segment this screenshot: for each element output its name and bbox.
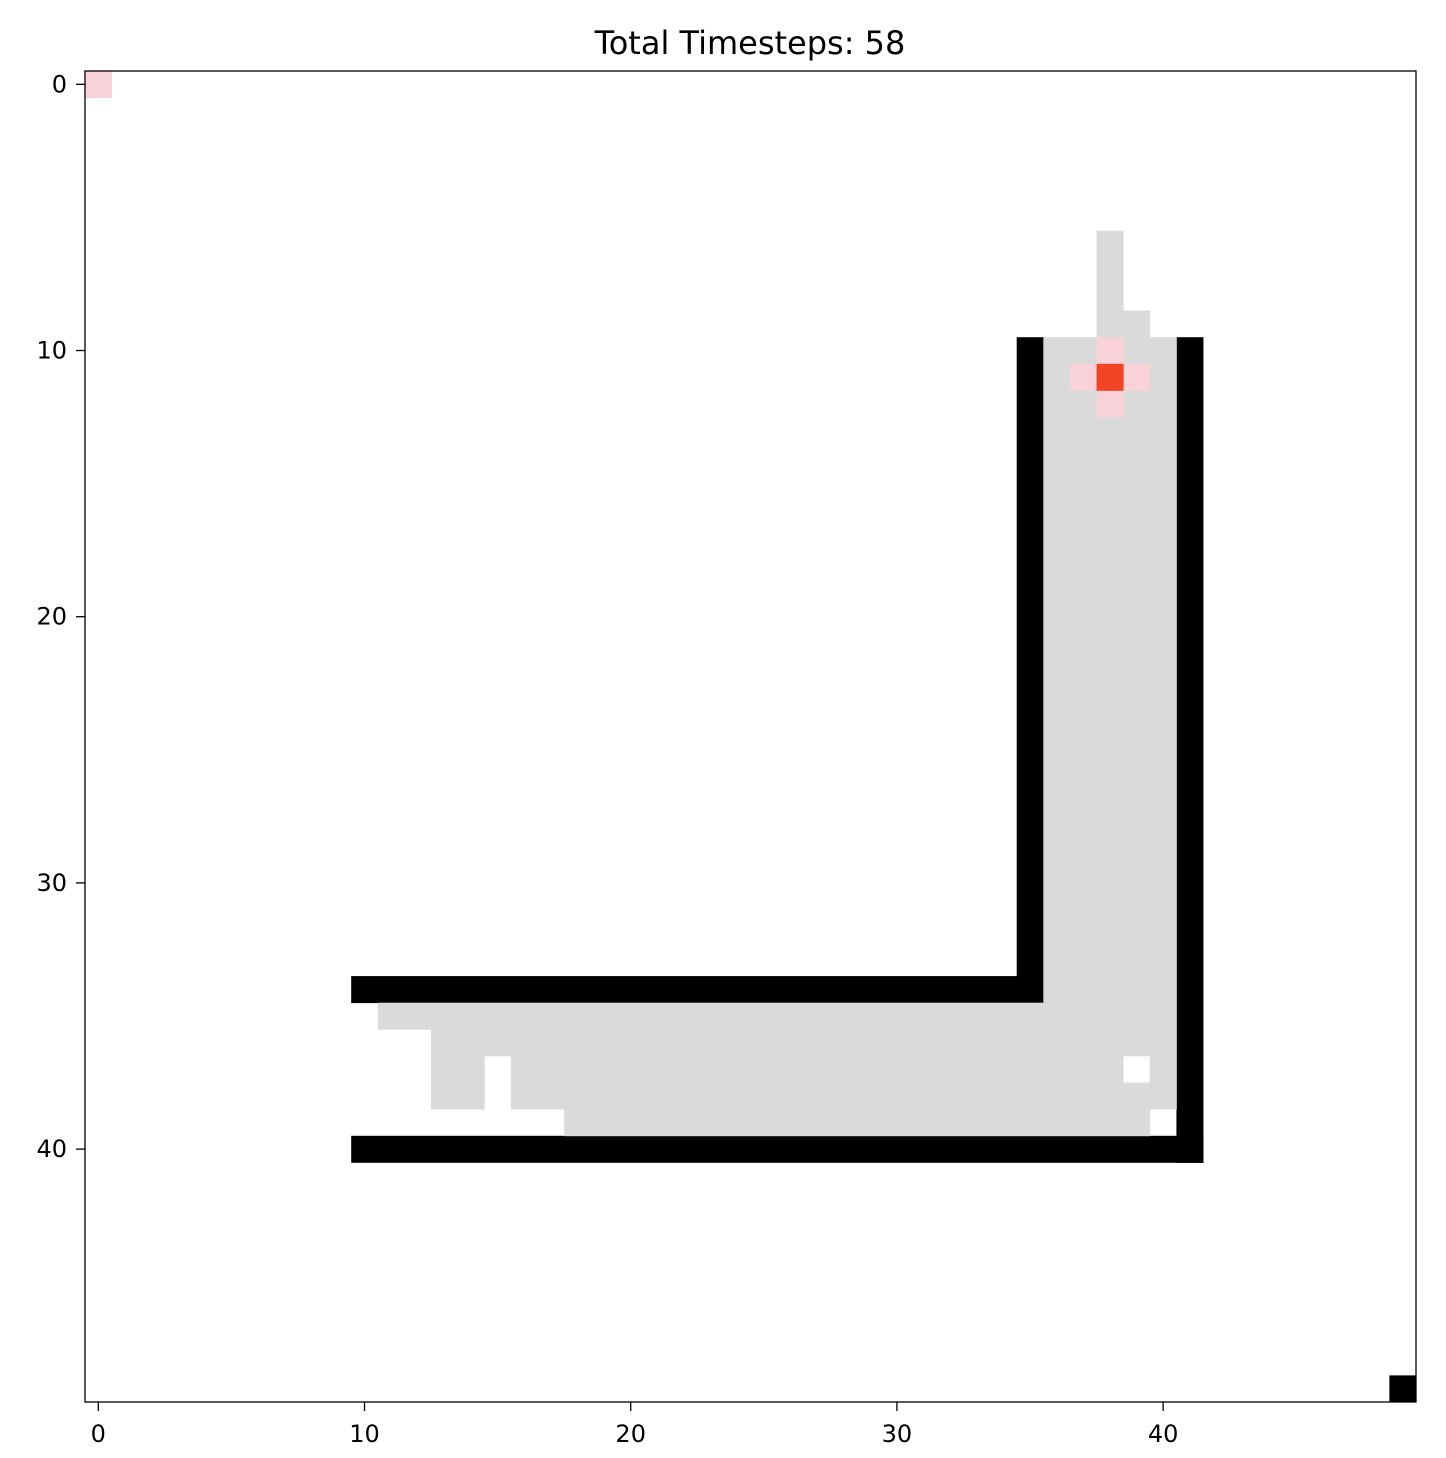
agent-neighbor-cell (1096, 390, 1124, 418)
visited-cell (1149, 1055, 1177, 1083)
y-tick-label: 10 (36, 337, 67, 365)
y-tick-label: 40 (36, 1135, 67, 1163)
agent-neighbor-cell (1123, 363, 1151, 391)
x-axis-ticks: 0 10 20 30 40 (91, 1402, 1179, 1448)
visited-cell (1043, 337, 1177, 1004)
y-axis-ticks: 0 10 20 30 40 (36, 70, 85, 1163)
wall-cell (1176, 337, 1204, 1163)
wall-cell (351, 976, 1044, 1004)
wall-cell (1389, 1375, 1417, 1403)
y-tick-label: 20 (36, 603, 67, 631)
visited-cell (510, 1055, 565, 1083)
visited-cell (1096, 230, 1124, 338)
visited-cell (377, 1002, 1177, 1030)
x-tick-label: 0 (91, 1420, 106, 1448)
visited-cell (431, 1055, 485, 1083)
y-tick-label: 0 (52, 70, 67, 98)
agent-neighbor-cell (1069, 363, 1097, 391)
agent-cell (1096, 363, 1124, 391)
visited-cell (431, 1082, 485, 1110)
x-tick-label: 40 (1148, 1420, 1179, 1448)
chart-title: Total Timesteps: 58 (594, 24, 906, 62)
wall-cell (1016, 337, 1044, 1004)
x-tick-label: 30 (882, 1420, 913, 1448)
visited-cell (617, 1055, 1124, 1083)
visited-cell (1123, 310, 1151, 338)
axes-frame (84, 70, 1417, 1403)
wall-cell (351, 1135, 1204, 1163)
agent-neighbor-cell (1096, 337, 1124, 365)
visited-cell (431, 1029, 1177, 1057)
x-tick-label: 10 (349, 1420, 380, 1448)
grid-cells (85, 71, 1417, 1403)
visited-cell (564, 1109, 1151, 1137)
x-tick-label: 20 (615, 1420, 646, 1448)
visited-cell (510, 1082, 1177, 1110)
agent-neighbor-cell (85, 71, 113, 99)
visited-cell (564, 1055, 618, 1083)
y-tick-label: 30 (36, 869, 67, 897)
